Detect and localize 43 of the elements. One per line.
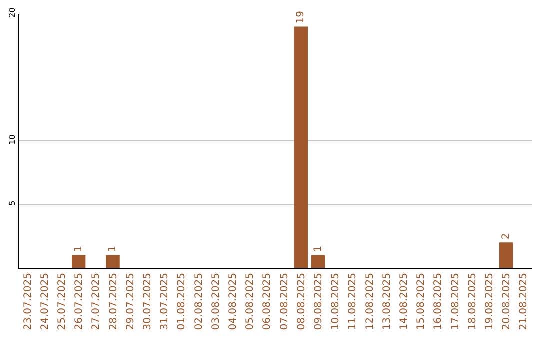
x-tick-label: 28.07.2025 xyxy=(108,273,120,330)
x-tick-label: 07.08.2025 xyxy=(279,273,290,330)
x-tick-label: 06.08.2025 xyxy=(262,273,274,330)
data-label: 1 xyxy=(73,246,84,252)
x-tick-label: 11.08.2025 xyxy=(348,273,359,330)
x-tick-label: 15.08.2025 xyxy=(416,273,428,330)
x-tick-label: 05.08.2025 xyxy=(245,273,256,330)
x-tick-label: 16.08.2025 xyxy=(433,273,444,330)
x-tick-label: 18.08.2025 xyxy=(467,273,478,330)
x-tick-label: 31.07.2025 xyxy=(160,273,171,330)
x-tick-label: 30.07.2025 xyxy=(142,273,154,330)
x-tick-label: 08.08.2025 xyxy=(296,273,308,330)
x-tick-label: 12.08.2025 xyxy=(364,273,376,330)
bar xyxy=(72,255,86,268)
bar xyxy=(294,26,308,268)
x-tick-label: 19.08.2025 xyxy=(484,273,496,330)
x-tick-label: 26.07.2025 xyxy=(74,273,86,330)
x-tick-label: 21.08.2025 xyxy=(518,273,530,330)
x-tick-label: 13.08.2025 xyxy=(382,273,393,330)
x-tick-label: 14.08.2025 xyxy=(399,273,410,330)
y-tick-label: 5 xyxy=(8,200,17,206)
x-tick-label: 02.08.2025 xyxy=(194,273,205,330)
y-tick-label: 20 xyxy=(8,8,17,18)
data-label: 1 xyxy=(312,246,324,252)
x-tick-label: 24.07.2025 xyxy=(40,273,51,330)
bar xyxy=(106,255,120,268)
x-tick-label: 29.07.2025 xyxy=(125,273,136,330)
x-tick-label: 10.08.2025 xyxy=(330,273,342,330)
x-tick-label: 23.07.2025 xyxy=(22,273,34,330)
bar xyxy=(500,242,514,268)
x-tick-label: 04.08.2025 xyxy=(228,273,239,330)
bar xyxy=(311,255,326,268)
data-label: 2 xyxy=(500,233,512,240)
x-tick-label: 20.08.2025 xyxy=(502,273,513,330)
x-tick-label: 01.08.2025 xyxy=(176,273,188,330)
x-tick-label: 25.07.2025 xyxy=(57,273,68,330)
data-label: 1 xyxy=(108,246,119,252)
x-tick-label: 03.08.2025 xyxy=(210,273,222,330)
x-tick-label: 09.08.2025 xyxy=(314,273,324,330)
y-tick-label: 10 xyxy=(8,134,17,145)
data-label: 19 xyxy=(296,10,307,24)
x-tick-label: 17.08.2025 xyxy=(450,273,462,330)
x-tick-label: 27.07.2025 xyxy=(91,273,102,330)
